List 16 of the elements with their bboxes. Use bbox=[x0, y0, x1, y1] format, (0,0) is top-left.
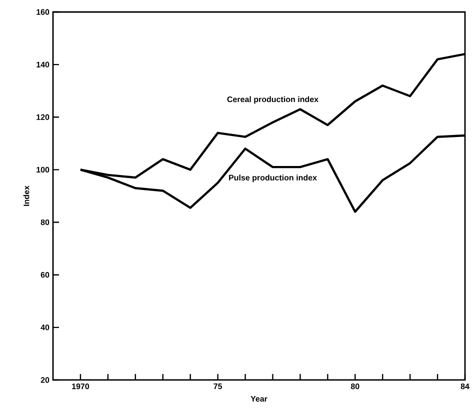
y-tick-label: 80 bbox=[40, 219, 50, 226]
x-tick-label: 84 bbox=[460, 384, 470, 390]
series-label: Cereal production index bbox=[227, 96, 318, 104]
y-tick-label: 40 bbox=[40, 324, 50, 330]
x-tick-label: 1970 bbox=[72, 384, 90, 390]
y-tick-label: 160 bbox=[36, 9, 50, 15]
y-tick-label: 20 bbox=[40, 377, 50, 383]
x-tick-label: 80 bbox=[350, 384, 360, 390]
y-tick-label: 120 bbox=[36, 114, 50, 120]
series-label: Pulse production index bbox=[229, 174, 317, 182]
y-tick-label: 60 bbox=[40, 272, 50, 278]
x-axis-title: Year bbox=[250, 396, 268, 402]
x-tick-label: 75 bbox=[214, 384, 222, 390]
y-axis-title: Index bbox=[23, 186, 30, 206]
y-tick-label: 100 bbox=[36, 166, 50, 173]
y-tick-label: 140 bbox=[36, 62, 50, 68]
